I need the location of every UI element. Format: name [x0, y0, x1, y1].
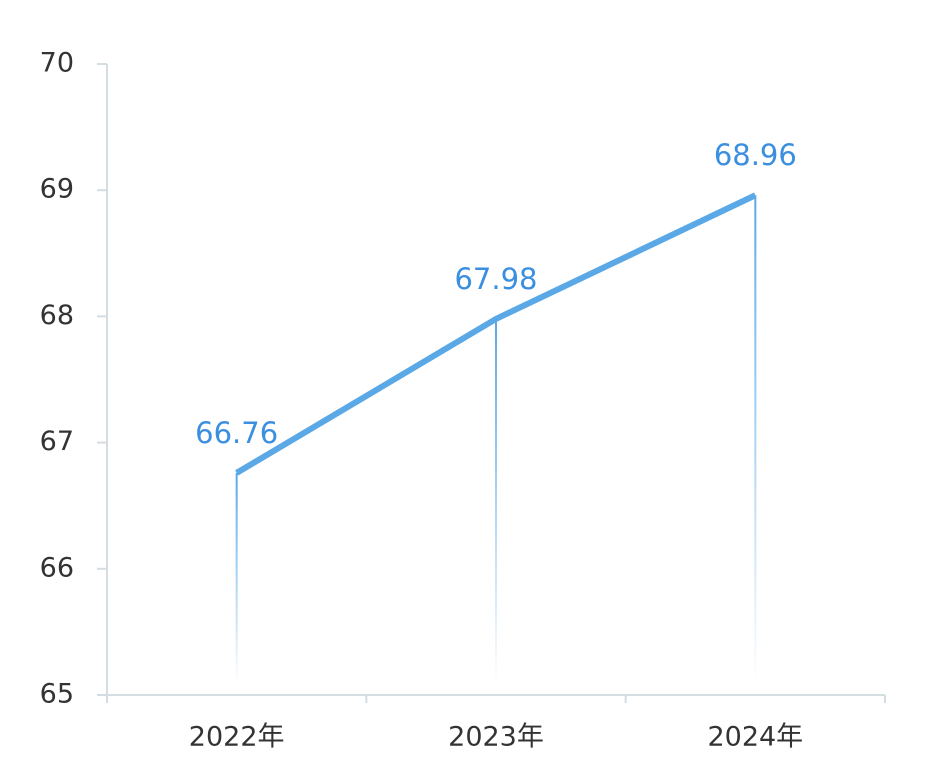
series-group: [235, 192, 757, 476]
y-tick-label: 67: [40, 426, 74, 457]
y-tick-label: 69: [40, 174, 74, 205]
y-tick-label: 70: [40, 48, 74, 79]
x-tick-group: 2022年 2023年 2024年: [106, 695, 886, 753]
y-tick-label: 66: [40, 552, 74, 583]
drop-line: [754, 195, 757, 686]
data-label: 66.76: [195, 416, 278, 450]
x-axis: 2022年 2023年 2024年: [106, 694, 886, 753]
drop-line-group: [235, 195, 757, 686]
drop-line: [235, 472, 238, 685]
data-label: 67.98: [454, 262, 537, 296]
x-tick-label: 2023年: [448, 722, 544, 753]
y-axis: 65 66 67 68 69 70: [40, 48, 108, 710]
y-tick-label: 68: [40, 300, 74, 331]
x-tick-label: 2024年: [707, 722, 803, 753]
y-tick-group: 65 66 67 68 69 70: [40, 48, 107, 710]
drop-line: [495, 318, 497, 685]
data-label: 68.96: [714, 138, 797, 172]
series-line: [235, 192, 757, 476]
x-tick-label: 2022年: [189, 722, 285, 753]
data-label-group: 66.76 67.98 68.96: [195, 138, 797, 450]
y-tick-label: 65: [40, 679, 74, 710]
